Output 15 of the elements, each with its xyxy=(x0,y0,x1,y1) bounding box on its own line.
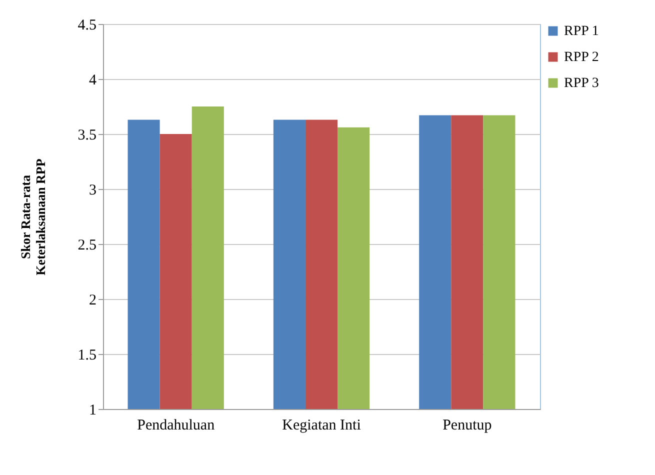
y-tick-label: 1 xyxy=(89,402,96,418)
y-tick-label: 4 xyxy=(89,72,97,88)
y-axis-title: Skor Rata-rata Keterlaksanaan RPP xyxy=(18,158,48,276)
x-tick-label: Penutup xyxy=(442,418,492,434)
legend-label: RPP 2 xyxy=(564,50,599,65)
legend-label: RPP 1 xyxy=(564,24,599,39)
y-tick-label: 2.5 xyxy=(78,238,96,254)
x-tick-label: Kegiatan Inti xyxy=(282,418,361,434)
x-tick-label: Pendahuluan xyxy=(137,418,216,434)
legend-label: RPP 3 xyxy=(564,76,599,91)
y-tick-label: 4.5 xyxy=(78,18,96,34)
y-tick-label: 3.5 xyxy=(78,128,96,144)
y-tick-label: 1.5 xyxy=(78,348,96,364)
y-tick-label: 2 xyxy=(89,292,96,308)
y-tick-label: 3 xyxy=(89,182,96,198)
